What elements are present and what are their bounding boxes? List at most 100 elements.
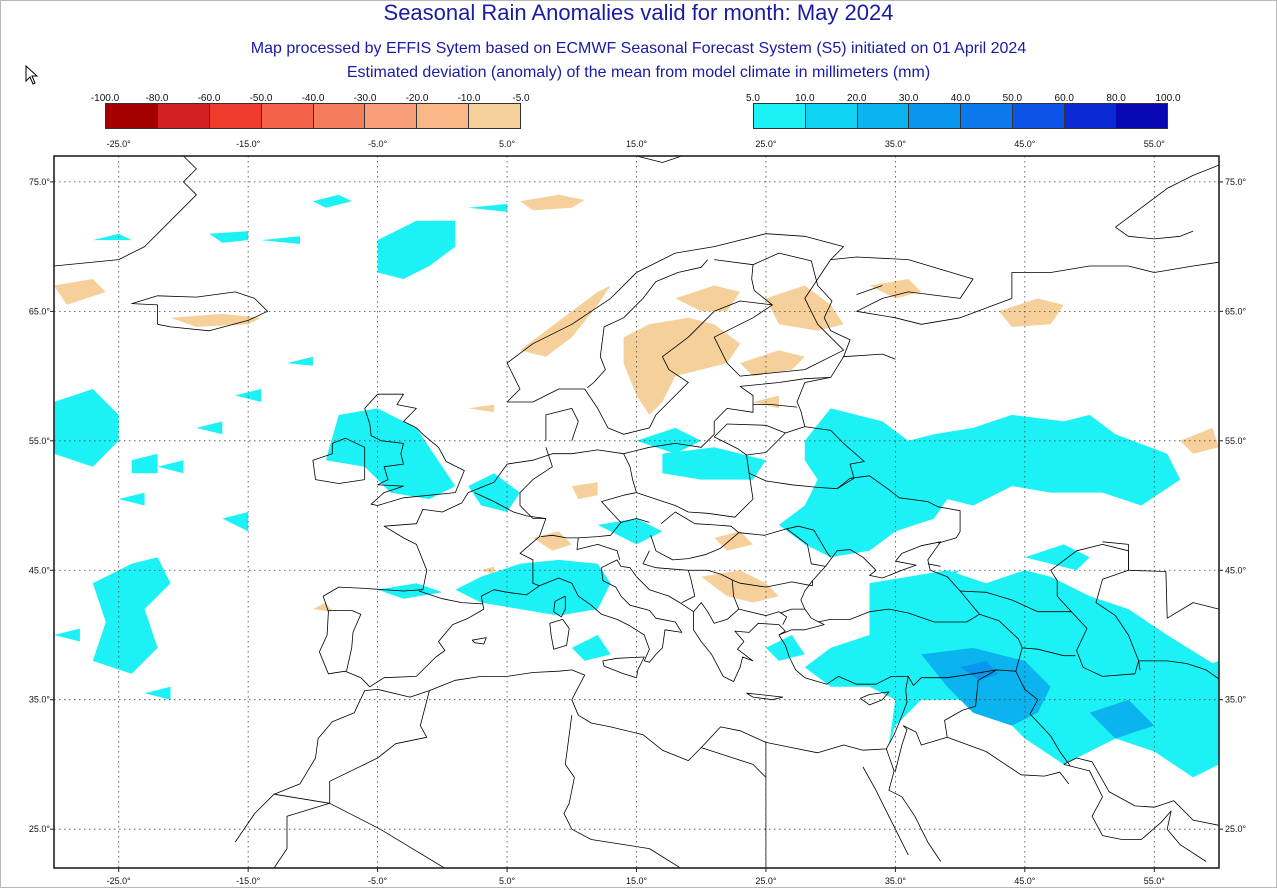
coastline-47 <box>913 613 1023 686</box>
austria-anomaly <box>597 518 663 545</box>
coastline-41 <box>713 423 786 438</box>
atlantic-blob-5 <box>118 492 145 506</box>
legend-longitude-tick: -5.0° <box>368 139 388 149</box>
coastline-39 <box>780 608 805 614</box>
coastline-49 <box>1015 671 1071 766</box>
atlantic-blob-4 <box>222 512 249 532</box>
coastline-19 <box>553 595 566 618</box>
positive-legend-label: 5.0 <box>746 93 760 104</box>
kola-anomaly <box>869 279 922 299</box>
positive-anomaly-legend <box>753 103 1168 129</box>
alps-anomaly <box>532 531 572 551</box>
map-description: Estimated deviation (anomaly) of the mea… <box>346 64 931 81</box>
coastline-37 <box>693 580 740 624</box>
longitude-label: 35.0° <box>885 876 907 886</box>
coastline-21 <box>602 656 645 679</box>
coastline-6 <box>234 634 909 843</box>
coastline-2 <box>545 407 579 441</box>
negative-legend-label: -60.0 <box>197 93 221 104</box>
coastline-34 <box>650 528 826 567</box>
mouse-pointer-icon <box>25 65 39 85</box>
coastline-63 <box>1138 660 1219 680</box>
graticule <box>54 156 1219 868</box>
russia-ukraine-anomaly <box>778 408 1181 558</box>
coastline-18 <box>1115 226 1194 240</box>
negative-swatch-2 <box>209 104 262 128</box>
coastline-25 <box>519 447 553 587</box>
positive-swatch-4 <box>961 104 1013 128</box>
coastline-65 <box>1218 679 1219 680</box>
coastline-24 <box>471 637 487 645</box>
negative-legend-label: -100.0 <box>90 93 120 104</box>
coastline-57 <box>329 690 430 804</box>
coastline-70 <box>587 259 709 389</box>
negative-swatch-7 <box>469 104 520 128</box>
negative-legend-label: -10.0 <box>457 93 481 104</box>
faroe-blob <box>287 356 313 366</box>
coastline-15 <box>54 156 197 267</box>
negative-swatch-5 <box>365 104 418 128</box>
balkan-anomaly <box>701 570 779 603</box>
rockall-blob <box>235 389 262 402</box>
atlantic-blob-1 <box>131 453 158 474</box>
coastline-73 <box>843 353 896 360</box>
latitude-label-right: 35.0° <box>1225 695 1247 705</box>
aegean-anomaly <box>765 635 805 661</box>
anatolia-dark-anomaly <box>921 647 1051 726</box>
latitude-label-left: 25.0° <box>29 824 51 834</box>
legend-longitude-tick: 45.0° <box>1014 139 1036 149</box>
negative-legend-label: -5.0 <box>512 93 530 104</box>
coastline-33 <box>620 518 650 523</box>
coastline-45 <box>804 426 865 490</box>
longitude-label: -5.0° <box>368 876 388 886</box>
positive-legend-label: 10.0 <box>795 93 815 104</box>
coastline-69 <box>714 252 851 378</box>
legend-longitude-tick: 5.0° <box>498 139 516 149</box>
latitude-label-right: 55.0° <box>1225 436 1247 446</box>
anatolia-darker-anomaly <box>960 660 999 681</box>
negative-swatch-4 <box>313 104 366 128</box>
longitude-label: -25.0° <box>107 876 132 886</box>
positive-legend-label: 20.0 <box>847 93 867 104</box>
coastline-68 <box>927 563 941 567</box>
iran-dark-anomaly <box>1089 699 1155 739</box>
coastline-26 <box>474 492 546 519</box>
positive-legend-label: 60.0 <box>1054 93 1074 104</box>
coastline-46 <box>960 590 1072 613</box>
scoresby-blob <box>92 233 132 241</box>
poland-north-anomaly <box>636 427 702 454</box>
coastline-55 <box>701 747 767 778</box>
coastline-43 <box>748 472 961 544</box>
lapland-anomaly <box>675 285 741 312</box>
coastline-66 <box>907 676 914 686</box>
positive-swatch-3 <box>909 104 961 128</box>
legend-longitude-tick: 55.0° <box>1143 139 1165 149</box>
romania-anomaly <box>714 531 753 551</box>
latitude-label-left: 45.0° <box>29 565 51 575</box>
latitude-label-left: 55.0° <box>29 436 51 446</box>
coastline-20 <box>549 619 570 650</box>
black-sea-anomaly <box>921 570 961 590</box>
coastline-74 <box>856 285 883 295</box>
poland-anomaly <box>662 447 766 480</box>
coastline-62 <box>1102 541 1219 619</box>
negative-legend-label: -80.0 <box>145 93 169 104</box>
positive-legend-label: 50.0 <box>1002 93 1023 104</box>
coastline-61 <box>591 839 682 868</box>
negative-legend-label: -20.0 <box>405 93 429 104</box>
coastline-52 <box>894 725 908 772</box>
legend-longitude-tick: -25.0° <box>106 139 131 149</box>
coastline-30 <box>576 537 621 561</box>
coastline-28 <box>328 610 362 672</box>
coastline-3 <box>571 377 831 455</box>
france-south-anomaly <box>481 566 495 575</box>
negative-anomaly-legend <box>105 103 521 129</box>
map-body <box>54 156 1219 868</box>
russia-north-anomaly <box>998 298 1064 327</box>
positive-swatch-6 <box>1064 104 1117 128</box>
coastline-9 <box>1063 764 1207 862</box>
coastline-64 <box>1138 660 1141 670</box>
positive-swatch-7 <box>1116 104 1167 128</box>
svalbard-anomaly <box>520 194 585 211</box>
positive-swatch-0 <box>754 104 806 128</box>
